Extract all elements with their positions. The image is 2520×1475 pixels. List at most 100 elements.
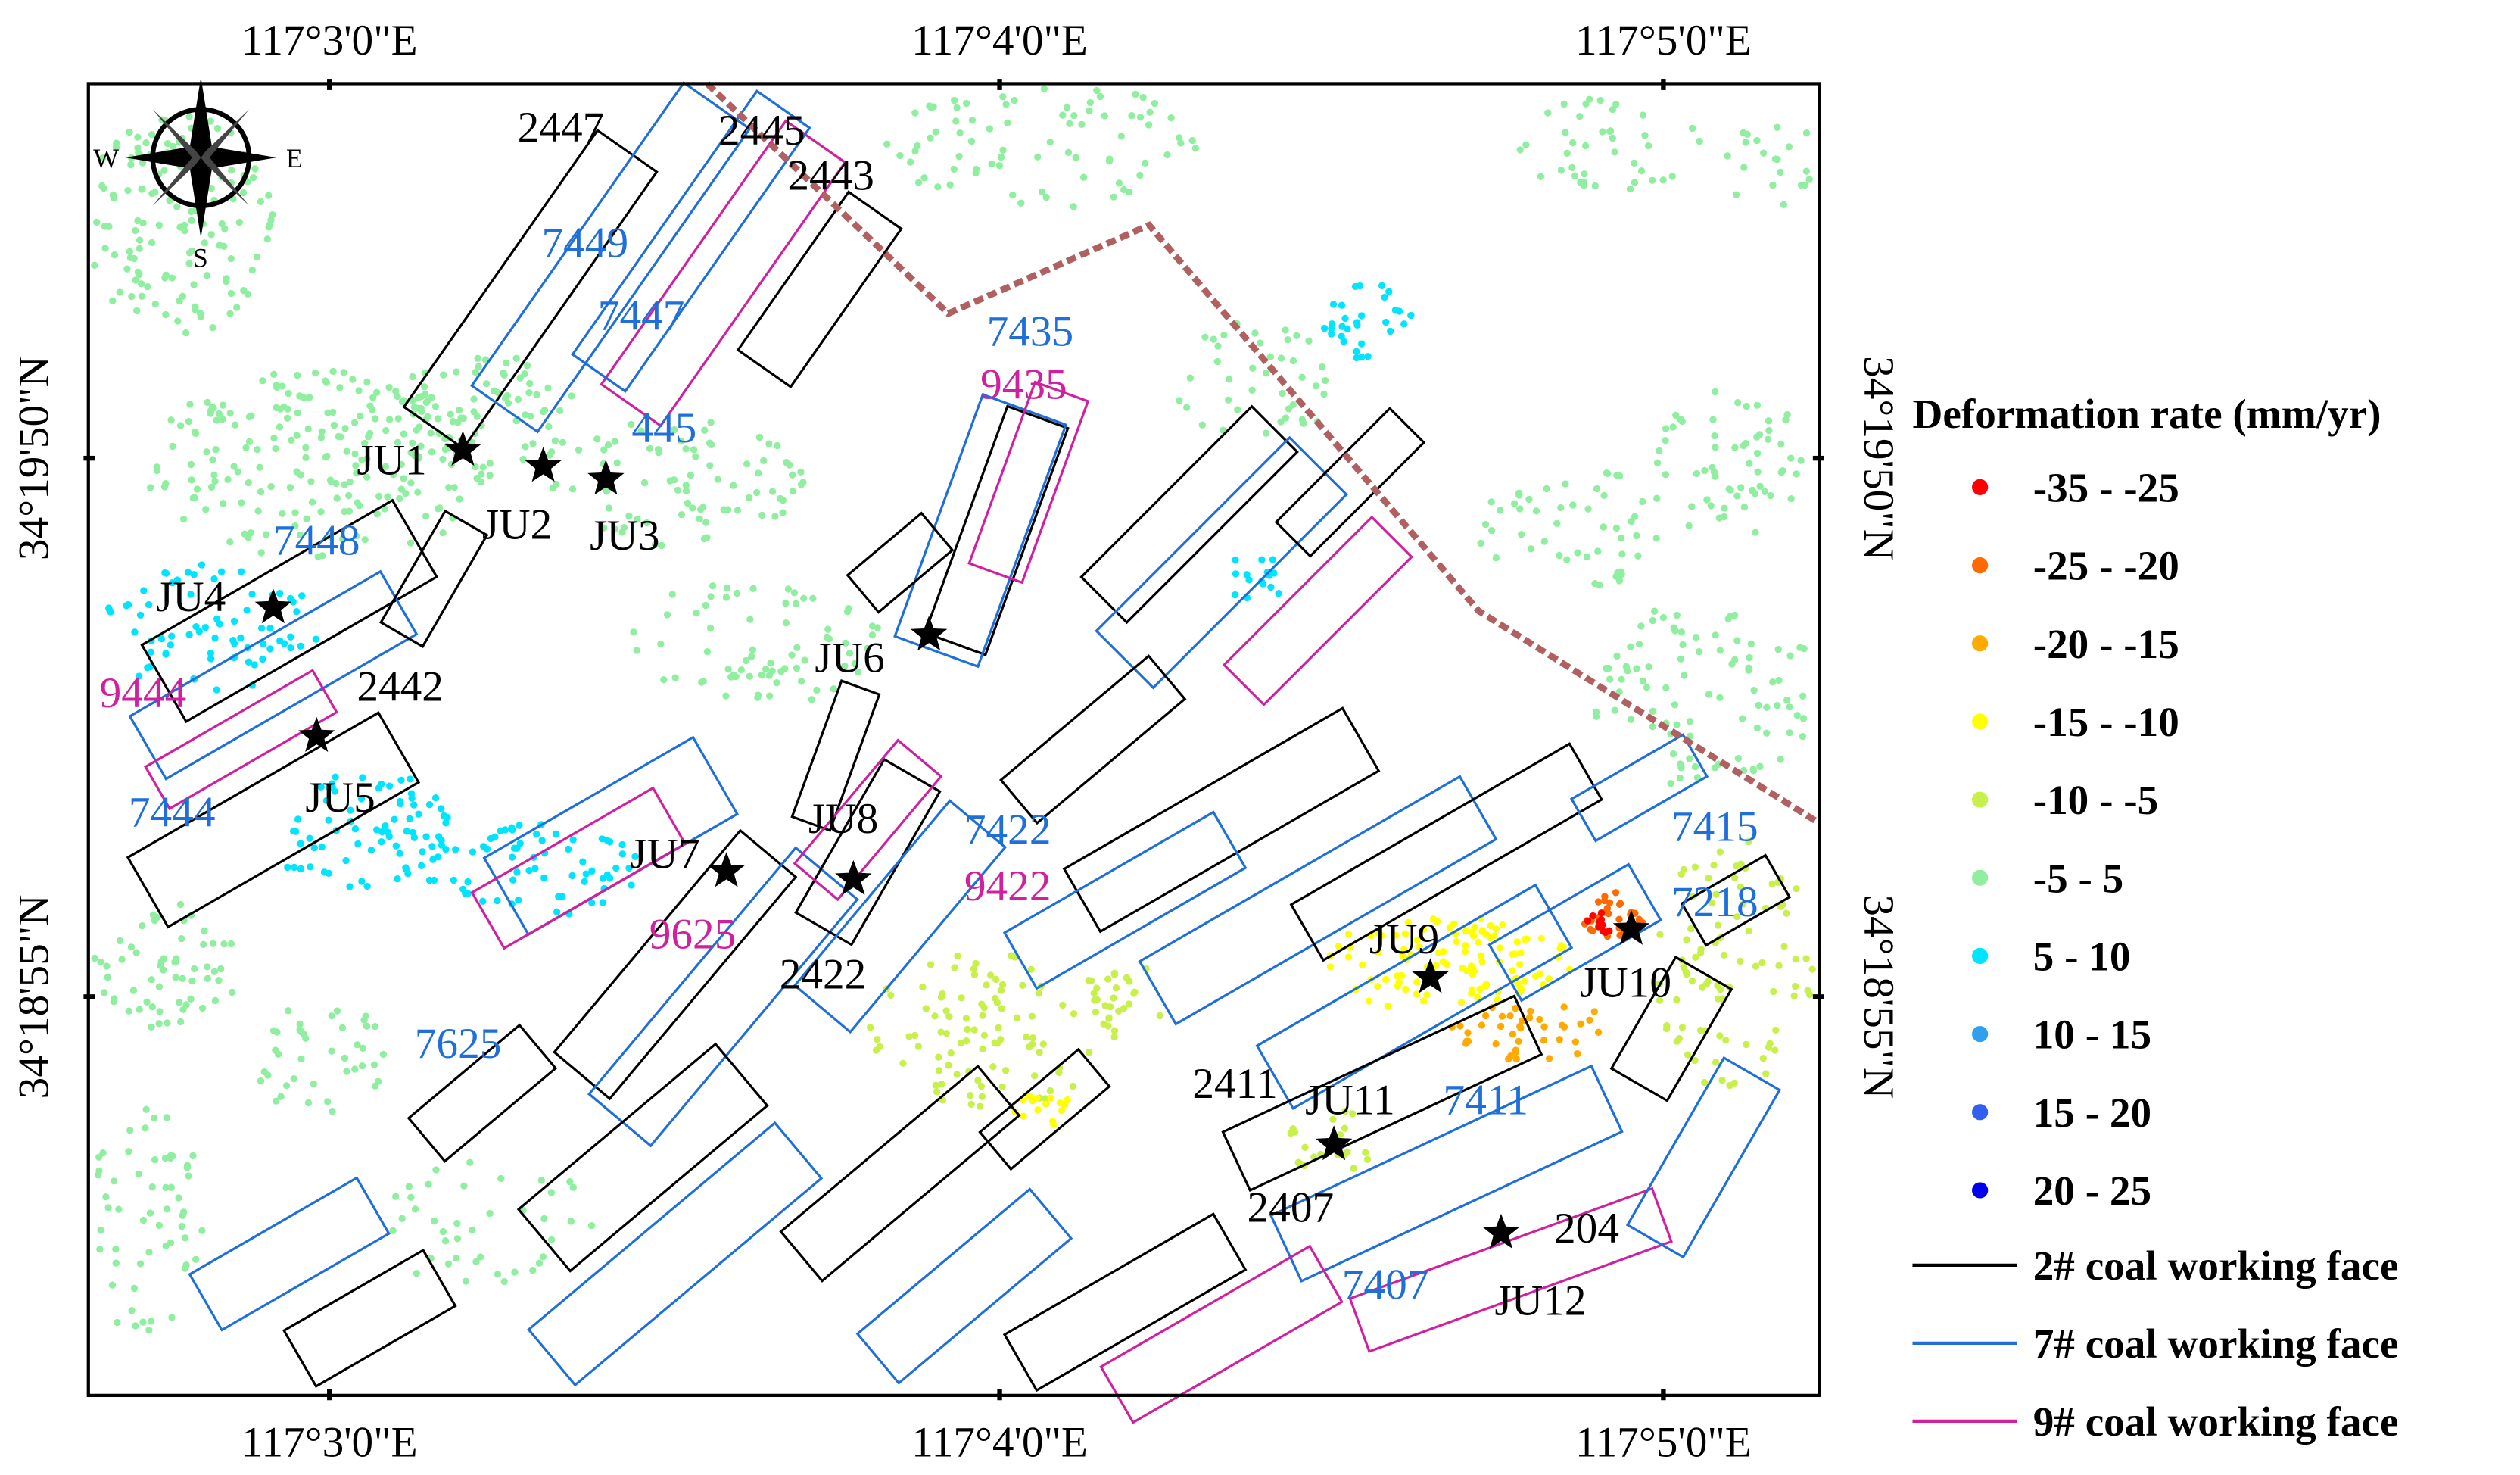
deformation-point (788, 651, 796, 659)
deformation-point (1213, 357, 1221, 366)
deformation-point (1042, 193, 1050, 201)
deformation-point (1686, 717, 1694, 725)
deformation-point (116, 937, 124, 945)
deformation-point (132, 949, 140, 956)
deformation-point (504, 399, 512, 407)
deformation-point (935, 1053, 942, 1061)
compass: W E S (93, 76, 303, 273)
deformation-point (104, 1204, 112, 1211)
deformation-point (439, 455, 447, 463)
deformation-point (1633, 665, 1640, 672)
deformation-point (687, 471, 694, 479)
deformation-point (397, 800, 404, 808)
deformation-point (160, 483, 169, 491)
deformation-point (179, 974, 186, 983)
deformation-point (1145, 121, 1153, 129)
deformation-point (346, 478, 354, 485)
deformation-point (479, 463, 487, 471)
deformation-point (224, 476, 232, 484)
deformation-point (1463, 967, 1471, 974)
deformation-point (128, 292, 136, 301)
deformation-point (1285, 405, 1293, 413)
deformation-point (403, 828, 411, 835)
deformation-point (714, 476, 721, 483)
deformation-point (425, 876, 434, 884)
deformation-point (329, 367, 337, 376)
deformation-point (470, 395, 478, 403)
deformation-point (1720, 951, 1728, 959)
deformation-point (698, 678, 706, 686)
deformation-point (209, 324, 216, 332)
deformation-point (139, 922, 146, 930)
deformation-point (151, 1114, 158, 1122)
deformation-point (126, 248, 134, 255)
deformation-point (345, 507, 354, 515)
deformation-point (422, 833, 430, 840)
deformation-point (1750, 687, 1758, 694)
deformation-point (1662, 471, 1670, 479)
deformation-point (1717, 985, 1724, 993)
deformation-point (1142, 159, 1149, 167)
deformation-point (302, 444, 310, 451)
deformation-point (1516, 146, 1524, 154)
deformation-point (497, 1174, 505, 1183)
deformation-point (1512, 1049, 1519, 1056)
map-label: 7625 (415, 1020, 502, 1068)
deformation-point (1282, 414, 1290, 422)
map-label: JU1 (357, 436, 426, 484)
deformation-point (967, 137, 976, 145)
deformation-point (1305, 337, 1313, 345)
deformation-point (1701, 1078, 1709, 1087)
x-coord-bottom: 117°5'0"E (1575, 1419, 1752, 1467)
map-label: 2422 (780, 951, 867, 999)
deformation-point (187, 207, 195, 216)
working-face (527, 1121, 824, 1387)
deformation-point (633, 647, 640, 654)
map-frame (86, 82, 1821, 1397)
deformation-point (970, 1026, 978, 1034)
deformation-point (565, 845, 572, 853)
deformation-point (442, 819, 450, 827)
deformation-point (1492, 1040, 1500, 1048)
deformation-point (425, 800, 434, 809)
deformation-point (1136, 171, 1144, 179)
deformation-point (883, 140, 891, 148)
deformation-point (1571, 1038, 1579, 1046)
deformation-point (1040, 85, 1048, 92)
deformation-point (670, 476, 678, 484)
deformation-point (1035, 990, 1043, 997)
deformation-point (1545, 975, 1553, 983)
deformation-point (722, 692, 730, 700)
deformation-point (1763, 703, 1771, 711)
deformation-point (1557, 504, 1565, 512)
deformation-points (91, 85, 1816, 1334)
deformation-point (1652, 535, 1660, 542)
deformation-point (244, 290, 252, 298)
deformation-point (618, 840, 626, 849)
deformation-point (450, 484, 458, 491)
deformation-point (1649, 176, 1656, 184)
deformation-point (223, 275, 230, 282)
deformation-point (1245, 576, 1253, 584)
deformation-point (598, 835, 606, 843)
legend-swatch (1972, 1025, 1989, 1043)
deformation-point (349, 376, 357, 383)
deformation-point (174, 317, 182, 325)
deformation-point (986, 125, 994, 133)
deformation-point (771, 513, 779, 520)
deformation-point (164, 139, 172, 148)
deformation-point (1176, 397, 1183, 404)
x-coord-top: 117°3'0"E (241, 17, 418, 64)
working-face (923, 404, 1070, 656)
deformation-point (1637, 622, 1645, 630)
deformation-point (203, 272, 211, 279)
deformation-point (162, 1183, 170, 1192)
deformation-point (105, 606, 114, 613)
deformation-point (353, 532, 360, 540)
deformation-point (308, 498, 316, 506)
deformation-point (1402, 985, 1410, 993)
deformation-point (238, 568, 245, 575)
deformation-point (456, 495, 463, 503)
deformation-point (230, 617, 238, 625)
